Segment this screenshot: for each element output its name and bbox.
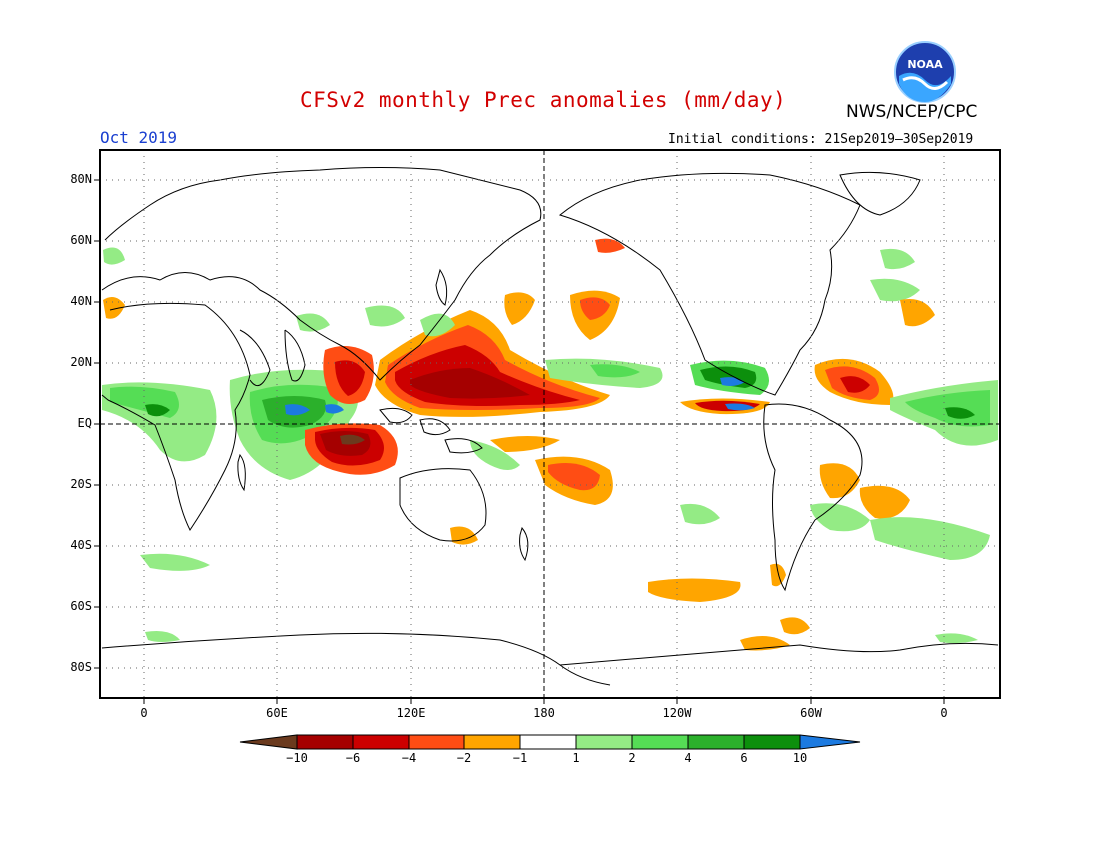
- colorbar-segment: [352, 734, 410, 750]
- lat-label: 60S: [70, 599, 92, 613]
- tick-marks: [94, 179, 945, 704]
- colorbar-label: −6: [345, 751, 361, 765]
- colorbar-label: −2: [456, 751, 472, 765]
- lat-label: 20N: [70, 355, 92, 369]
- colorbar-label: 10: [792, 751, 808, 765]
- colorbar-segment: [575, 734, 633, 750]
- noaa-logo-text: NOAA: [907, 58, 943, 71]
- colorbar-label: 1: [572, 751, 580, 765]
- lon-label: 60W: [800, 706, 822, 720]
- colorbar-segment: [743, 734, 801, 750]
- map-title: CFSv2 monthly Prec anomalies (mm/day): [300, 88, 787, 112]
- lon-label: 180: [533, 706, 555, 720]
- colorbar-segment: [463, 734, 521, 750]
- gridlines: [100, 150, 1000, 698]
- initial-conditions: Initial conditions: 21Sep2019–30Sep2019: [668, 132, 974, 147]
- lat-label: 20S: [70, 477, 92, 491]
- colorbar-label: −10: [286, 751, 308, 765]
- lon-label: 120E: [396, 706, 426, 720]
- colorbar-segment: [687, 734, 745, 750]
- lat-label: 40S: [70, 538, 92, 552]
- lon-label: 120W: [662, 706, 692, 720]
- colorbar-label: 2: [628, 751, 636, 765]
- colorbar-segment: [519, 734, 577, 750]
- lat-label: 80S: [70, 660, 92, 674]
- anomaly-shading: [102, 238, 998, 651]
- lat-label: EQ: [77, 416, 92, 430]
- colorbar-segment: [408, 734, 465, 750]
- colorbar-segment: [631, 734, 689, 750]
- colorbar-segment: [239, 734, 298, 750]
- lat-label: 60N: [70, 233, 92, 247]
- forecast-month: Oct 2019: [100, 128, 178, 147]
- colorbar: [239, 734, 861, 750]
- lon-label: 0: [140, 706, 148, 720]
- lat-label: 40N: [70, 294, 92, 308]
- colorbar-label: −1: [512, 751, 528, 765]
- lon-label: 60E: [266, 706, 288, 720]
- coastlines: [101, 167, 999, 686]
- colorbar-label: 6: [740, 751, 748, 765]
- noaa-logo: NOAA: [894, 41, 956, 103]
- colorbar-segment: [296, 734, 354, 750]
- colorbar-label: −4: [401, 751, 417, 765]
- lat-label: 80N: [70, 172, 92, 186]
- lon-label: 0: [940, 706, 948, 720]
- agency-label: NWS/NCEP/CPC: [846, 102, 978, 122]
- colorbar-label: 4: [684, 751, 692, 765]
- colorbar-segment: [799, 734, 861, 750]
